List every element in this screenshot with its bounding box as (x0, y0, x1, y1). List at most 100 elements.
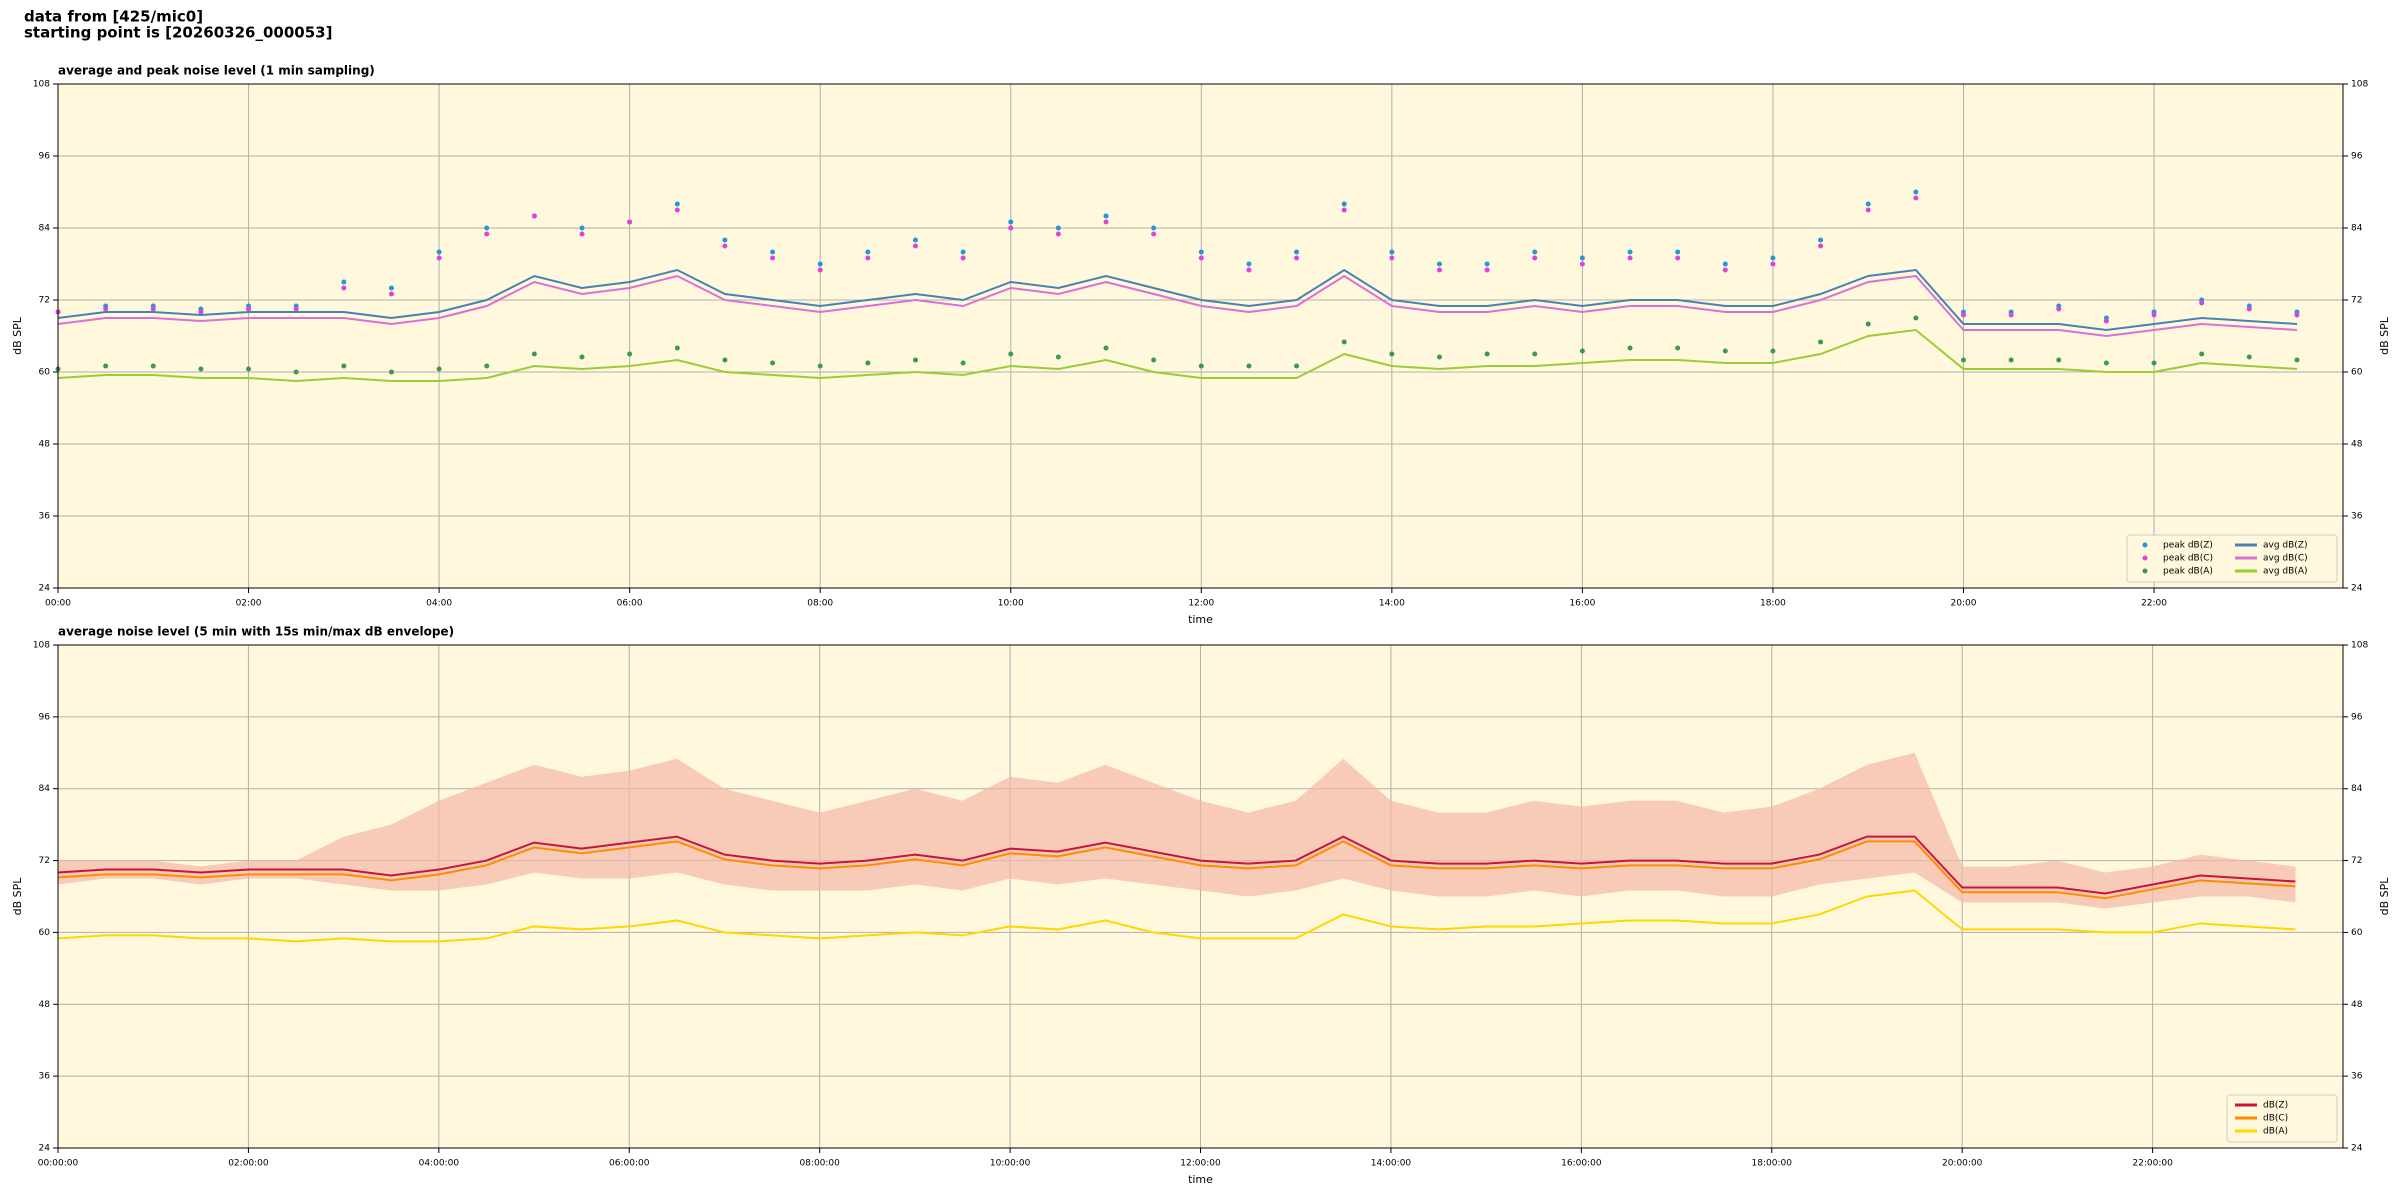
envelope (58, 752, 2296, 909)
peak-point (1675, 255, 1681, 261)
legend-label: peak dB(Z) (2163, 541, 2213, 551)
peak-point (531, 213, 537, 219)
peak-point (484, 231, 490, 237)
y-axis-label: dB SPL (11, 316, 24, 355)
peak-point (1151, 231, 1157, 237)
peak-point (388, 369, 394, 375)
peak-point (1532, 255, 1538, 261)
peak-point (1484, 351, 1490, 357)
peak-point (2008, 357, 2014, 363)
y-tick-label: 24 (2351, 584, 2363, 594)
peak-point (1818, 237, 1824, 243)
x-tick-label: 08:00:00 (799, 1159, 840, 1169)
x-tick-label: 18:00:00 (1752, 1159, 1793, 1169)
legend-label: peak dB(A) (2163, 567, 2213, 577)
x-tick-label: 22:00:00 (2132, 1159, 2173, 1169)
x-tick-label: 18:00 (1760, 599, 1786, 609)
peak-point (341, 279, 347, 285)
x-axis-label: time (1188, 1173, 1213, 1186)
x-tick-label: 00:00:00 (38, 1159, 79, 1169)
x-tick-label: 12:00 (1188, 599, 1214, 609)
peak-point (2151, 360, 2157, 366)
x-tick-label: 20:00 (1951, 599, 1977, 609)
peak-point (627, 219, 633, 225)
y-tick-label: 36 (2351, 1072, 2363, 1082)
peak-point (150, 306, 156, 312)
y-tick-label: 60 (2351, 368, 2363, 378)
peak-point (436, 255, 442, 261)
x-tick-label: 08:00 (807, 599, 833, 609)
peak-point (1389, 351, 1395, 357)
y-tick-label: 48 (2351, 440, 2363, 450)
peak-point (1198, 249, 1204, 255)
peak-point (865, 255, 871, 261)
peak-point (1627, 255, 1633, 261)
peak-point (1389, 255, 1395, 261)
legend-marker (2142, 542, 2148, 548)
y-tick-label: 48 (2351, 1000, 2363, 1010)
x-tick-label: 04:00 (426, 599, 452, 609)
y-tick-label: 108 (2351, 80, 2368, 90)
peak-point (1436, 354, 1442, 360)
peak-point (1484, 267, 1490, 273)
header-line: data from [425/mic0] (24, 8, 203, 26)
legend-marker (2142, 568, 2148, 574)
peak-point (1341, 207, 1347, 213)
peak-point (1627, 249, 1633, 255)
legend-label: peak dB(C) (2163, 554, 2213, 564)
y-tick-label: 60 (2351, 928, 2363, 938)
peak-point (1055, 231, 1061, 237)
peak-point (912, 357, 918, 363)
y-axis-label: dB SPL (2378, 316, 2391, 355)
peak-point (1103, 213, 1109, 219)
peak-point (2103, 360, 2109, 366)
peak-point (1722, 348, 1728, 354)
x-tick-label: 12:00:00 (1180, 1159, 1221, 1169)
peak-point (817, 261, 823, 267)
x-tick-label: 14:00 (1379, 599, 1405, 609)
peak-point (1103, 345, 1109, 351)
x-tick-label: 06:00:00 (609, 1159, 650, 1169)
y-tick-label: 36 (39, 512, 51, 522)
y-tick-label: 36 (39, 1072, 51, 1082)
y-tick-label: 96 (39, 152, 51, 162)
x-tick-label: 10:00:00 (990, 1159, 1031, 1169)
x-tick-label: 06:00 (617, 599, 643, 609)
peak-point (1579, 261, 1585, 267)
peak-point (1960, 312, 1966, 318)
peak-point (1960, 357, 1966, 363)
peak-point (1055, 225, 1061, 231)
peak-point (770, 255, 776, 261)
y-tick-label: 84 (2351, 784, 2363, 794)
y-tick-label: 72 (39, 296, 50, 306)
peak-point (627, 351, 633, 357)
peak-point (1770, 348, 1776, 354)
y-tick-label: 108 (33, 80, 50, 90)
peak-point (484, 363, 490, 369)
peak-point (198, 309, 204, 315)
peak-point (1913, 315, 1919, 321)
peak-point (1246, 363, 1252, 369)
legend-label: avg dB(A) (2263, 567, 2307, 577)
peak-point (2246, 306, 2252, 312)
peak-point (770, 360, 776, 366)
peak-point (960, 360, 966, 366)
peak-point (912, 243, 918, 249)
x-tick-label: 20:00:00 (1942, 1159, 1983, 1169)
peak-point (912, 237, 918, 243)
peak-point (293, 369, 299, 375)
y-tick-label: 84 (39, 784, 51, 794)
peak-point (103, 306, 109, 312)
peak-point (1913, 189, 1919, 195)
peak-point (817, 267, 823, 273)
peak-point (1008, 225, 1014, 231)
peak-point (1484, 261, 1490, 267)
peak-point (1532, 249, 1538, 255)
peak-point (1341, 339, 1347, 345)
y-tick-label: 108 (33, 641, 50, 651)
plot-area (58, 84, 2343, 588)
peak-point (674, 207, 680, 213)
legend-label: dB(A) (2263, 1127, 2288, 1137)
peak-point (1198, 255, 1204, 261)
x-tick-label: 02:00:00 (228, 1159, 269, 1169)
